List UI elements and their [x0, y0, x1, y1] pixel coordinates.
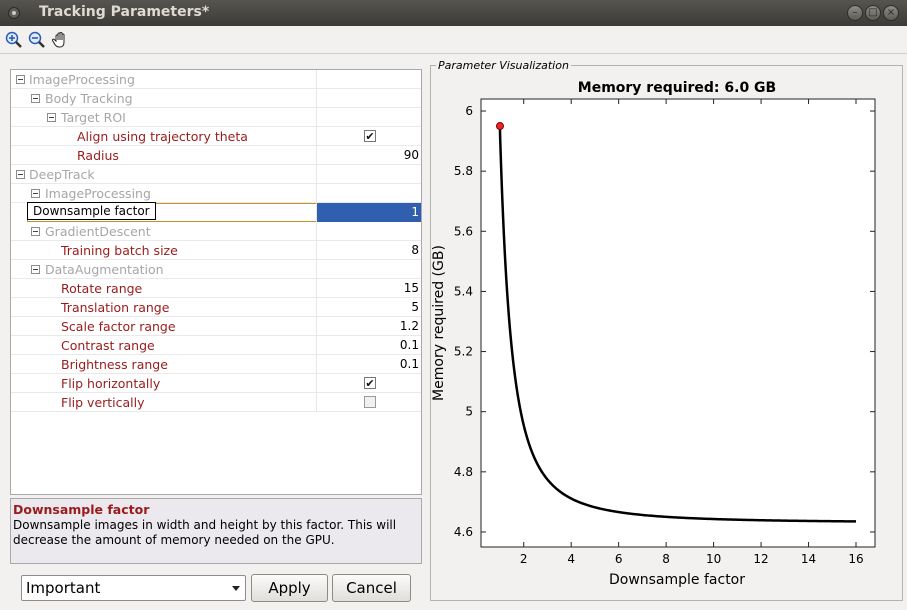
- apply-button[interactable]: Apply: [251, 574, 328, 602]
- param-row-translation-range[interactable]: Translation range 5: [11, 298, 421, 317]
- param-label: Contrast range: [61, 338, 155, 353]
- parameter-description: Downsample factor Downsample images in w…: [10, 498, 422, 564]
- radius-value[interactable]: 90: [316, 146, 421, 165]
- align-theta-checkbox[interactable]: ✔: [364, 130, 376, 143]
- flip-vertically-checkbox[interactable]: [364, 396, 376, 408]
- param-label: Brightness range: [61, 357, 168, 372]
- parameter-tree-grid: ImageProcessing Body Tracking Target ROI…: [10, 69, 422, 495]
- window-title: Tracking Parameters*: [39, 4, 210, 20]
- row-label: DataAugmentation: [45, 262, 164, 277]
- param-label: Flip vertically: [61, 395, 145, 410]
- level-select-value: Important: [26, 579, 101, 597]
- collapse-icon[interactable]: [16, 170, 25, 179]
- visualization-panel: [430, 65, 903, 601]
- chevron-down-icon: [232, 586, 240, 591]
- tree-row-deeptrack[interactable]: DeepTrack: [11, 165, 421, 184]
- batch-size-value[interactable]: 8: [316, 241, 421, 260]
- tree-row-gradientdescent[interactable]: GradientDescent: [11, 222, 421, 241]
- param-row-downsample-factor[interactable]: or Downsample factor 1: [11, 202, 421, 222]
- collapse-icon[interactable]: [31, 94, 40, 103]
- brightness-range-value[interactable]: 0.1: [316, 355, 421, 374]
- param-row-flip-vertically[interactable]: Flip vertically: [11, 393, 421, 412]
- param-row-flip-horizontally[interactable]: Flip horizontally ✔: [11, 374, 421, 393]
- title-bar: Tracking Parameters* – □ ×: [0, 0, 907, 26]
- tree-row-imageprocessing-2[interactable]: ImageProcessing: [11, 184, 421, 203]
- description-title: Downsample factor: [13, 502, 150, 517]
- collapse-icon[interactable]: [31, 227, 40, 236]
- scale-factor-range-value[interactable]: 1.2: [316, 317, 421, 336]
- param-row-contrast-range[interactable]: Contrast range 0.1: [11, 336, 421, 355]
- pan-hand-icon[interactable]: [51, 30, 71, 50]
- maximize-icon[interactable]: □: [865, 5, 881, 21]
- row-label: Body Tracking: [45, 91, 133, 106]
- param-row-brightness-range[interactable]: Brightness range 0.1: [11, 355, 421, 374]
- minimize-icon[interactable]: –: [847, 5, 863, 21]
- param-row-scale-factor-range[interactable]: Scale factor range 1.2: [11, 317, 421, 336]
- visualization-panel-title: Parameter Visualization: [436, 59, 571, 72]
- param-label: Flip horizontally: [61, 376, 161, 391]
- row-label: ImageProcessing: [29, 72, 135, 87]
- parameter-level-select[interactable]: Important: [21, 575, 246, 601]
- param-label: Align using trajectory theta: [77, 129, 248, 144]
- close-icon[interactable]: ×: [883, 5, 899, 21]
- zoom-out-icon[interactable]: [27, 30, 47, 50]
- contrast-range-value[interactable]: 0.1: [316, 336, 421, 355]
- downsample-tooltip: Downsample factor: [27, 202, 156, 220]
- cancel-button[interactable]: Cancel: [332, 574, 411, 602]
- flip-horizontally-checkbox[interactable]: ✔: [364, 377, 376, 390]
- param-label: Training batch size: [61, 243, 178, 258]
- collapse-icon[interactable]: [31, 265, 40, 274]
- row-label: DeepTrack: [29, 167, 95, 182]
- param-row-rotate-range[interactable]: Rotate range 15: [11, 279, 421, 298]
- toolbar: [0, 26, 907, 54]
- description-text: Downsample images in width and height by…: [13, 518, 397, 547]
- row-label: ImageProcessing: [45, 186, 151, 201]
- param-row-batch-size[interactable]: Training batch size 8: [11, 241, 421, 260]
- translation-range-value[interactable]: 5: [316, 298, 421, 317]
- param-label: Scale factor range: [61, 319, 176, 334]
- zoom-in-icon[interactable]: [4, 30, 24, 50]
- rotate-range-value[interactable]: 15: [316, 279, 421, 298]
- param-row-align-theta[interactable]: Align using trajectory theta ✔: [11, 127, 421, 146]
- collapse-icon[interactable]: [16, 75, 25, 84]
- tree-row-body-tracking[interactable]: Body Tracking: [11, 89, 421, 108]
- param-label: Radius: [77, 148, 119, 163]
- param-label: Rotate range: [61, 281, 143, 296]
- row-label: GradientDescent: [45, 224, 151, 239]
- collapse-icon[interactable]: [31, 189, 40, 198]
- app-icon: [8, 7, 20, 19]
- tree-row-dataaugmentation[interactable]: DataAugmentation: [11, 260, 421, 279]
- param-row-radius[interactable]: Radius 90: [11, 146, 421, 165]
- tree-row-imageprocessing[interactable]: ImageProcessing: [11, 70, 421, 89]
- collapse-icon[interactable]: [47, 113, 56, 122]
- param-label: Translation range: [61, 300, 170, 315]
- row-label: Target ROI: [61, 110, 126, 125]
- tree-row-target-roi[interactable]: Target ROI: [11, 108, 421, 127]
- downsample-value[interactable]: 1: [316, 203, 421, 222]
